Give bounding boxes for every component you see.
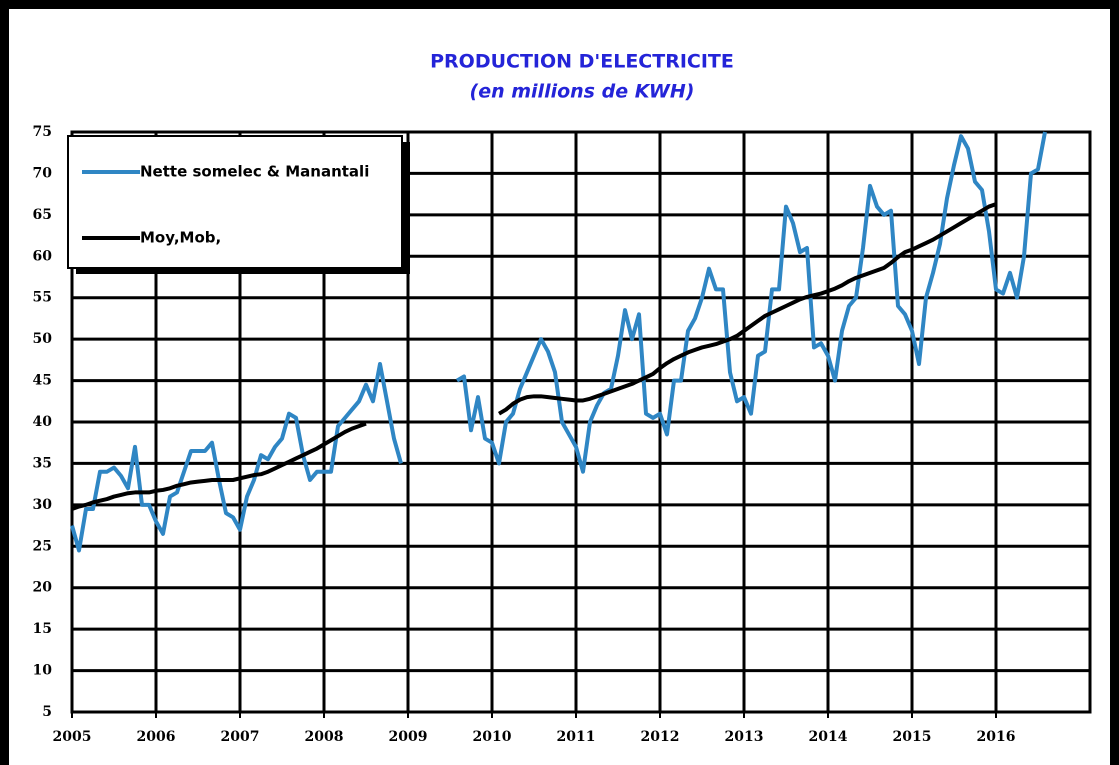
y-tick-label: 15 xyxy=(33,621,52,637)
y-tick-label: 10 xyxy=(33,663,53,679)
chart-title: PRODUCTION D'ELECTRICITE xyxy=(430,51,734,73)
x-tick-label: 2012 xyxy=(641,729,680,745)
y-tick-label: 35 xyxy=(33,455,52,471)
x-tick-label: 2013 xyxy=(725,729,764,745)
y-tick-label: 50 xyxy=(33,331,53,347)
y-tick-label: 25 xyxy=(33,538,52,554)
legend-label: Moy,Mob, xyxy=(140,229,221,247)
x-tick-label: 2016 xyxy=(977,729,1016,745)
legend-label: Nette somelec & Manantali xyxy=(140,163,369,181)
x-tick-label: 2015 xyxy=(893,729,932,745)
x-tick-label: 2010 xyxy=(473,729,512,745)
y-tick-label: 70 xyxy=(33,165,53,181)
y-tick-label: 45 xyxy=(33,373,52,389)
y-tick-label: 60 xyxy=(33,248,53,264)
x-tick-label: 2007 xyxy=(221,729,260,745)
series-line xyxy=(70,131,1047,553)
x-tick-label: 2011 xyxy=(557,729,596,745)
y-tick-label: 65 xyxy=(33,207,52,223)
x-tick-label: 2005 xyxy=(53,729,92,745)
y-tick-label: 30 xyxy=(33,497,53,513)
x-tick-label: 2006 xyxy=(137,729,176,745)
y-tick-label: 55 xyxy=(33,290,52,306)
y-tick-label: 75 xyxy=(33,124,52,140)
x-tick-label: 2009 xyxy=(389,729,428,745)
series-line xyxy=(71,202,997,511)
chart-subtitle: (en millions de KWH) xyxy=(470,81,695,103)
plot-frame xyxy=(70,130,1092,714)
y-tick-label: 20 xyxy=(33,580,53,596)
legend-box xyxy=(67,135,403,269)
x-tick-label: 2008 xyxy=(305,729,344,745)
y-tick-label: 40 xyxy=(33,414,53,430)
y-tick-label: 5 xyxy=(42,704,52,720)
x-tick-label: 2014 xyxy=(809,729,848,745)
